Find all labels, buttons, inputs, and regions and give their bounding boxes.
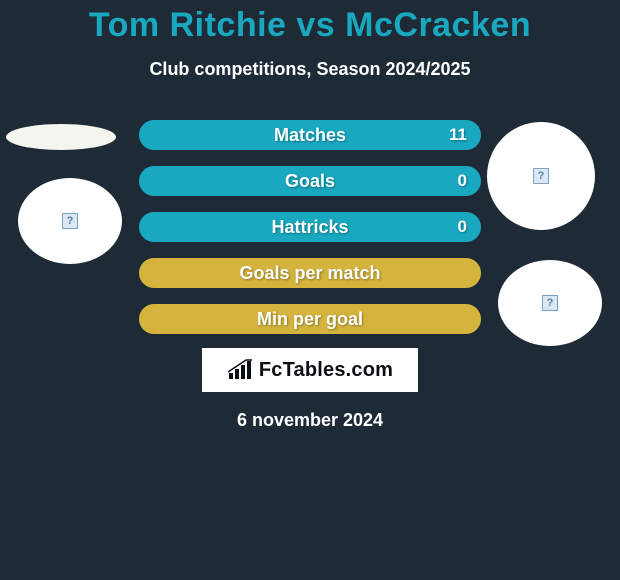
- stat-bar-value: 0: [458, 171, 467, 191]
- stat-bar: Goals per match: [139, 258, 481, 288]
- right-avatar-placeholder-top: ?: [487, 122, 595, 230]
- stat-bar-value: 0: [458, 217, 467, 237]
- attribution-text: FcTables.com: [259, 359, 393, 382]
- page-title: Tom Ritchie vs McCracken: [0, 0, 620, 45]
- stat-bar-label: Min per goal: [257, 309, 363, 330]
- stat-bar: Matches 11: [139, 120, 481, 150]
- image-placeholder-icon: ?: [542, 295, 558, 311]
- stat-bar-label: Hattricks: [271, 217, 348, 238]
- stat-bar-label: Goals per match: [239, 263, 380, 284]
- footer-date: 6 november 2024: [0, 410, 620, 431]
- stat-bar-label: Goals: [285, 171, 335, 192]
- stat-bar: Min per goal: [139, 304, 481, 334]
- stat-bar: Goals 0: [139, 166, 481, 196]
- stat-bar-label: Matches: [274, 125, 346, 146]
- image-placeholder-icon: ?: [62, 213, 78, 229]
- left-avatar-placeholder: ?: [18, 178, 122, 264]
- bar-chart-icon: [227, 359, 253, 381]
- attribution-box: FcTables.com: [202, 348, 418, 392]
- stat-bars: Matches 11 Goals 0 Hattricks 0 Goals per match…: [139, 120, 481, 334]
- image-placeholder-icon: ?: [533, 168, 549, 184]
- page-subtitle: Club competitions, Season 2024/2025: [0, 59, 620, 80]
- comparison-infographic: Tom Ritchie vs McCracken Club competitio…: [0, 0, 620, 580]
- stat-bar: Hattricks 0: [139, 212, 481, 242]
- right-avatar-placeholder-bottom: ?: [498, 260, 602, 346]
- left-ellipse: [6, 124, 116, 150]
- stat-bar-value: 11: [449, 125, 467, 145]
